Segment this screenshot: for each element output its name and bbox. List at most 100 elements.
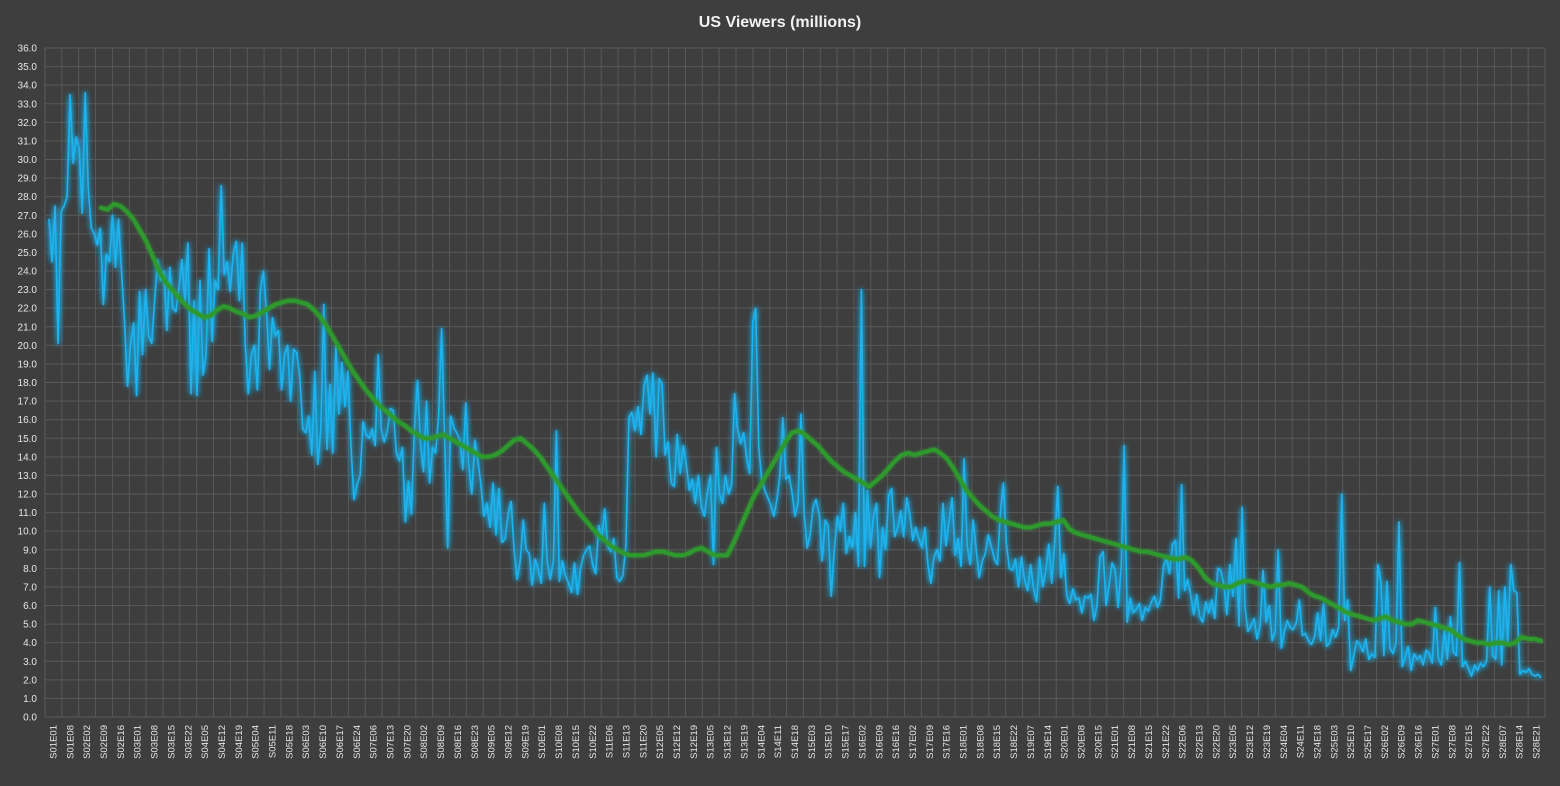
x-tick-label: S27E15 xyxy=(1464,725,1475,759)
y-tick-label: 5.0 xyxy=(23,620,37,631)
y-tick-label: 4.0 xyxy=(23,638,37,649)
y-tick-label: 35.0 xyxy=(18,62,38,73)
y-tick-label: 19.0 xyxy=(18,359,38,370)
x-tick-label: S14E11 xyxy=(773,725,784,758)
x-tick-label: S08E16 xyxy=(453,725,464,759)
x-tick-label: S19E07 xyxy=(1026,725,1037,759)
x-tick-label: S08E02 xyxy=(419,725,430,759)
x-tick-label: S09E05 xyxy=(487,725,498,759)
x-tick-label: S01E01 xyxy=(48,725,59,759)
x-tick-label: S16E16 xyxy=(891,725,902,759)
y-tick-label: 20.0 xyxy=(18,341,38,352)
y-tick-label: 30.0 xyxy=(18,155,38,166)
x-tick-label: S24E11 xyxy=(1296,725,1307,758)
y-tick-label: 8.0 xyxy=(23,564,37,575)
x-tick-label: S26E09 xyxy=(1397,725,1408,759)
series-line-trend xyxy=(99,202,1543,647)
y-tick-label: 6.0 xyxy=(23,601,37,612)
x-tick-label: S09E19 xyxy=(520,725,531,759)
x-tick-label: S14E04 xyxy=(756,725,767,759)
y-tick-label: 0.0 xyxy=(23,713,37,724)
x-tick-label: S12E12 xyxy=(672,725,683,759)
x-tick-label: S18E15 xyxy=(992,725,1003,759)
grid xyxy=(44,47,1546,718)
x-tick-label: S10E22 xyxy=(588,725,599,759)
x-tick-label: S02E02 xyxy=(82,725,93,759)
x-tick-label: S08E09 xyxy=(436,725,447,759)
x-tick-label: S06E24 xyxy=(352,725,363,759)
x-tick-label: S05E18 xyxy=(284,725,295,759)
x-tick-label: S12E19 xyxy=(689,725,700,759)
y-tick-label: 3.0 xyxy=(23,657,37,668)
y-tick-label: 36.0 xyxy=(18,44,38,55)
y-tick-label: 32.0 xyxy=(18,118,38,129)
x-tick-label: S04E05 xyxy=(200,725,211,759)
x-tick-label: S28E07 xyxy=(1498,725,1509,759)
x-tick-label: S03E22 xyxy=(183,725,194,759)
y-tick-label: 34.0 xyxy=(18,81,38,92)
y-tick-label: 14.0 xyxy=(18,452,38,463)
y-tick-label: 27.0 xyxy=(18,211,38,222)
y-tick-label: 24.0 xyxy=(18,267,38,278)
x-tick-label: S01E08 xyxy=(65,725,76,759)
y-tick-label: 16.0 xyxy=(18,415,38,426)
x-tick-label: S21E22 xyxy=(1161,725,1172,759)
y-tick-label: 21.0 xyxy=(18,322,38,333)
chart-title: US Viewers (millions) xyxy=(699,14,861,31)
x-tick-label: S21E08 xyxy=(1127,725,1138,759)
x-tick-label: S03E15 xyxy=(166,725,177,759)
x-tick-label: S24E04 xyxy=(1279,725,1290,759)
x-tick-label: S15E10 xyxy=(824,725,835,759)
x-tick-label: S20E08 xyxy=(1077,725,1088,759)
x-tick-label: S10E08 xyxy=(554,725,565,759)
x-tick-label: S18E08 xyxy=(975,725,986,759)
x-tick-label: S17E09 xyxy=(925,725,936,759)
y-tick-label: 15.0 xyxy=(18,434,38,445)
x-tick-label: S24E18 xyxy=(1312,725,1323,759)
series-lines xyxy=(48,91,1543,679)
x-tick-label: S19E14 xyxy=(1043,725,1054,759)
x-tick-label: S12E05 xyxy=(655,725,666,759)
x-tick-label: S18E01 xyxy=(959,725,970,759)
x-tick-label: S27E22 xyxy=(1481,725,1492,759)
x-tick-label: S16E02 xyxy=(857,725,868,759)
x-tick-label: S20E15 xyxy=(1093,725,1104,759)
x-tick-label: S03E08 xyxy=(150,725,161,759)
y-tick-label: 10.0 xyxy=(18,527,38,538)
y-tick-label: 9.0 xyxy=(23,545,37,556)
y-tick-label: 29.0 xyxy=(18,174,38,185)
x-axis-ticks: S01E01 S01E08 S02E02 S02E09 S02E16 S03E01 S03E… xyxy=(48,725,1542,759)
x-tick-label: S21E01 xyxy=(1110,725,1121,759)
y-axis-ticks: 0.0 1.0 2.0 3.0 4.0 5.0 6.0 7.0 8.0 9.0 10.0 11.0 12… xyxy=(18,44,38,724)
x-tick-label: S28E14 xyxy=(1515,725,1526,759)
x-tick-label: S13E05 xyxy=(706,725,717,759)
x-tick-label: S21E15 xyxy=(1144,725,1155,759)
x-tick-label: S16E09 xyxy=(874,725,885,759)
y-tick-label: 7.0 xyxy=(23,582,37,593)
x-tick-label: S08E23 xyxy=(470,725,481,759)
x-tick-label: S22E20 xyxy=(1211,725,1222,759)
x-tick-label: S03E01 xyxy=(133,725,144,759)
x-tick-label: S15E17 xyxy=(841,725,852,759)
x-tick-label: S07E20 xyxy=(402,725,413,759)
x-tick-label: S13E12 xyxy=(723,725,734,759)
x-tick-label: S05E04 xyxy=(251,725,262,759)
x-tick-label: S06E10 xyxy=(318,725,329,759)
y-tick-label: 31.0 xyxy=(18,136,38,147)
x-tick-label: S07E06 xyxy=(369,725,380,759)
y-tick-label: 13.0 xyxy=(18,471,38,482)
x-tick-label: S22E13 xyxy=(1194,725,1205,759)
y-tick-label: 26.0 xyxy=(18,229,38,240)
y-tick-label: 12.0 xyxy=(18,490,38,501)
x-tick-label: S06E03 xyxy=(301,725,312,759)
x-tick-label: S20E01 xyxy=(1060,725,1071,759)
x-tick-label: S26E02 xyxy=(1380,725,1391,759)
y-tick-label: 25.0 xyxy=(18,248,38,259)
x-tick-label: S25E10 xyxy=(1346,725,1357,759)
x-tick-label: S22E06 xyxy=(1178,725,1189,759)
y-tick-label: 2.0 xyxy=(23,675,37,686)
x-tick-label: S11E06 xyxy=(605,725,616,758)
